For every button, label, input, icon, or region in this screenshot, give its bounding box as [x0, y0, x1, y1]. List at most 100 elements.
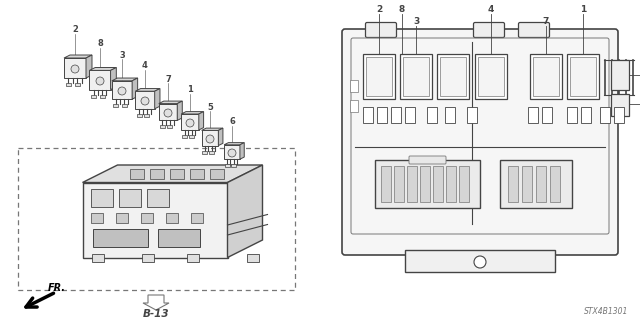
Bar [141, 212, 152, 222]
Bar [92, 254, 104, 262]
Bar [405, 107, 415, 123]
Bar [118, 189, 141, 206]
Text: 7: 7 [165, 75, 171, 84]
Bar [189, 135, 195, 138]
Bar [375, 160, 480, 208]
Bar [231, 164, 236, 167]
Polygon shape [227, 165, 262, 257]
Polygon shape [240, 143, 244, 159]
Bar [550, 166, 560, 202]
Polygon shape [189, 169, 204, 179]
Bar [446, 166, 456, 202]
Bar [137, 114, 141, 117]
Bar [75, 83, 80, 86]
Polygon shape [83, 165, 262, 182]
Polygon shape [129, 169, 143, 179]
Bar [570, 57, 596, 96]
Circle shape [206, 135, 214, 143]
Bar [363, 107, 373, 123]
Bar [363, 54, 395, 99]
Circle shape [474, 256, 486, 268]
Text: 8: 8 [399, 5, 405, 14]
Text: 3: 3 [413, 18, 419, 26]
Polygon shape [209, 169, 223, 179]
Bar [381, 166, 391, 202]
Bar [350, 80, 358, 92]
Bar [90, 212, 102, 222]
Bar [122, 104, 127, 107]
Bar [427, 107, 437, 123]
Circle shape [186, 119, 194, 127]
Circle shape [141, 97, 149, 105]
Bar [224, 145, 240, 159]
Bar [437, 54, 469, 99]
Polygon shape [86, 55, 92, 78]
Bar [246, 254, 259, 262]
Bar [394, 166, 404, 202]
Circle shape [71, 65, 79, 73]
Bar [500, 160, 572, 208]
Bar [522, 166, 532, 202]
Bar [567, 54, 599, 99]
Bar [225, 164, 230, 167]
Bar [459, 166, 469, 202]
Polygon shape [112, 78, 138, 81]
Bar [467, 107, 477, 123]
Bar [141, 254, 154, 262]
Bar [182, 135, 188, 138]
Bar [115, 212, 127, 222]
Polygon shape [64, 55, 92, 58]
Bar [64, 58, 86, 78]
Bar [528, 107, 538, 123]
Bar [403, 57, 429, 96]
Bar [536, 166, 546, 202]
Bar [100, 95, 104, 98]
Bar [167, 125, 172, 129]
Bar [440, 57, 466, 96]
Bar [433, 166, 443, 202]
Circle shape [118, 87, 126, 95]
Text: 4: 4 [488, 5, 494, 14]
Text: 5: 5 [207, 102, 213, 112]
Text: 6: 6 [229, 117, 235, 127]
Bar [186, 254, 198, 262]
Polygon shape [143, 295, 169, 310]
Text: 4: 4 [142, 62, 148, 70]
Text: 7: 7 [543, 18, 549, 26]
Bar [405, 250, 555, 272]
Circle shape [228, 149, 236, 157]
Polygon shape [202, 128, 223, 130]
Bar [407, 166, 417, 202]
Polygon shape [199, 112, 204, 130]
Bar [202, 151, 207, 154]
Bar [90, 189, 113, 206]
Bar [611, 94, 629, 116]
Bar [159, 104, 177, 120]
Bar [91, 95, 96, 98]
Text: 1: 1 [580, 5, 586, 14]
Text: 8: 8 [97, 40, 103, 48]
Polygon shape [135, 89, 160, 91]
Bar [66, 83, 71, 86]
Bar [614, 107, 624, 123]
Bar [145, 114, 149, 117]
Text: B-13: B-13 [143, 309, 170, 319]
Bar [147, 189, 168, 206]
Polygon shape [177, 101, 182, 120]
Bar [191, 212, 202, 222]
Bar [83, 182, 227, 257]
Bar [391, 107, 401, 123]
Bar [112, 81, 132, 99]
Text: 3: 3 [119, 50, 125, 60]
Polygon shape [224, 143, 244, 145]
Bar [160, 125, 165, 129]
Polygon shape [159, 101, 182, 104]
Polygon shape [155, 89, 160, 109]
Bar [113, 104, 118, 107]
Polygon shape [218, 128, 223, 145]
Circle shape [96, 77, 104, 85]
Bar [420, 166, 430, 202]
Bar [542, 107, 552, 123]
Text: FR.: FR. [48, 283, 66, 293]
Bar [533, 57, 559, 96]
